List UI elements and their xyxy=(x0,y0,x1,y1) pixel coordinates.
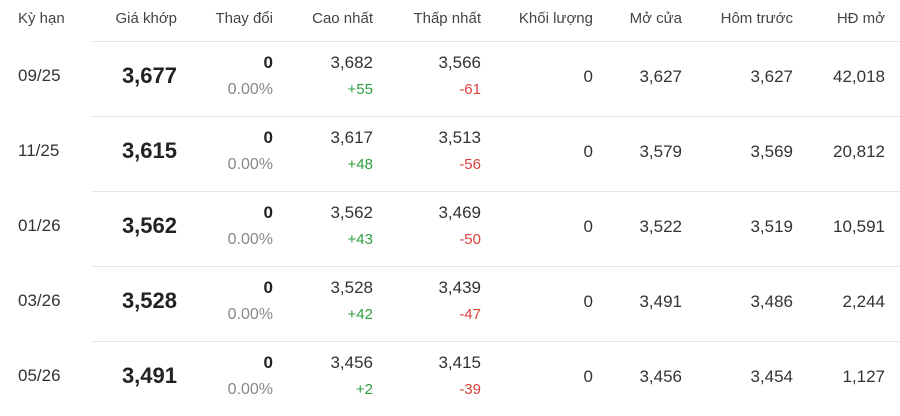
header-price[interactable]: Giá khớp xyxy=(115,10,177,27)
row-oi: 1,127 xyxy=(842,367,885,386)
row-change: 0 xyxy=(263,53,273,72)
row-change-pct: 0.00% xyxy=(227,156,273,173)
row-prev: 3,519 xyxy=(750,217,793,236)
row-open: 3,627 xyxy=(639,67,682,86)
row-low-diff: -56 xyxy=(459,156,481,173)
row-open: 3,456 xyxy=(639,367,682,386)
header-oi[interactable]: HĐ mở xyxy=(836,10,885,27)
header-low[interactable]: Thấp nhất xyxy=(413,10,481,27)
row-volume: 0 xyxy=(583,292,593,311)
row-low-diff: -61 xyxy=(459,81,481,98)
row-high-diff: +2 xyxy=(355,381,373,398)
row-high: 3,562 xyxy=(330,203,373,222)
row-change-pct: 0.00% xyxy=(227,81,273,98)
row-high: 3,617 xyxy=(330,128,373,147)
row-change: 0 xyxy=(263,353,273,372)
row-low-diff: -39 xyxy=(459,381,481,398)
row-low-diff: -47 xyxy=(459,306,481,323)
row-prev: 3,454 xyxy=(750,367,793,386)
row-low-diff: -50 xyxy=(459,231,481,248)
table-row[interactable]: 05/26 3,491 0 0.00% 3,456 +2 3,415 -39 0… xyxy=(0,341,900,416)
row-price: 3,615 xyxy=(121,138,177,163)
row-term: 05/26 xyxy=(18,366,61,385)
table-row[interactable]: 09/25 3,677 0 0.00% 3,682 +55 3,566 -61 … xyxy=(0,41,900,116)
row-price: 3,491 xyxy=(121,363,177,388)
row-oi: 2,244 xyxy=(842,292,885,311)
row-high-diff: +48 xyxy=(347,156,373,173)
row-change: 0 xyxy=(263,278,273,297)
row-change-pct: 0.00% xyxy=(227,231,273,248)
row-volume: 0 xyxy=(583,142,593,161)
row-high: 3,456 xyxy=(330,353,373,372)
row-volume: 0 xyxy=(583,217,593,236)
row-prev: 3,627 xyxy=(750,67,793,86)
row-oi: 10,591 xyxy=(833,217,885,236)
row-high-diff: +43 xyxy=(347,231,373,248)
row-low: 3,415 xyxy=(438,353,481,372)
header-change[interactable]: Thay đổi xyxy=(215,10,273,27)
header-prev[interactable]: Hôm trước xyxy=(720,10,793,27)
row-low: 3,513 xyxy=(438,128,481,147)
row-oi: 20,812 xyxy=(833,142,885,161)
row-open: 3,491 xyxy=(639,292,682,311)
table-row[interactable]: 11/25 3,615 0 0.00% 3,617 +48 3,513 -56 … xyxy=(0,116,900,191)
row-change: 0 xyxy=(263,203,273,222)
header-term[interactable]: Kỳ hạn xyxy=(18,10,65,27)
row-high: 3,682 xyxy=(330,53,373,72)
row-price: 3,562 xyxy=(121,213,177,238)
row-change-pct: 0.00% xyxy=(227,381,273,398)
row-term: 03/26 xyxy=(18,291,61,310)
row-prev: 3,569 xyxy=(750,142,793,161)
row-open: 3,579 xyxy=(639,142,682,161)
row-low: 3,566 xyxy=(438,53,481,72)
row-low: 3,439 xyxy=(438,278,481,297)
row-high-diff: +42 xyxy=(347,306,373,323)
table-row[interactable]: 03/26 3,528 0 0.00% 3,528 +42 3,439 -47 … xyxy=(0,266,900,341)
row-prev: 3,486 xyxy=(750,292,793,311)
table-header: Kỳ hạn Giá khớp Thay đổi Cao nhất Thấp n… xyxy=(0,0,900,41)
row-oi: 42,018 xyxy=(833,67,885,86)
row-volume: 0 xyxy=(583,367,593,386)
row-price: 3,677 xyxy=(121,63,177,88)
header-high[interactable]: Cao nhất xyxy=(312,10,373,27)
row-volume: 0 xyxy=(583,67,593,86)
row-high-diff: +55 xyxy=(347,81,373,98)
row-price: 3,528 xyxy=(121,288,177,313)
table-row[interactable]: 01/26 3,562 0 0.00% 3,562 +43 3,469 -50 … xyxy=(0,191,900,266)
row-term: 09/25 xyxy=(18,66,61,85)
row-open: 3,522 xyxy=(639,217,682,236)
row-change-pct: 0.00% xyxy=(227,306,273,323)
header-open[interactable]: Mở cửa xyxy=(629,10,682,27)
row-high: 3,528 xyxy=(330,278,373,297)
row-low: 3,469 xyxy=(438,203,481,222)
row-change: 0 xyxy=(263,128,273,147)
header-volume[interactable]: Khối lượng xyxy=(518,10,593,27)
row-term: 01/26 xyxy=(18,216,61,235)
row-term: 11/25 xyxy=(18,141,60,160)
